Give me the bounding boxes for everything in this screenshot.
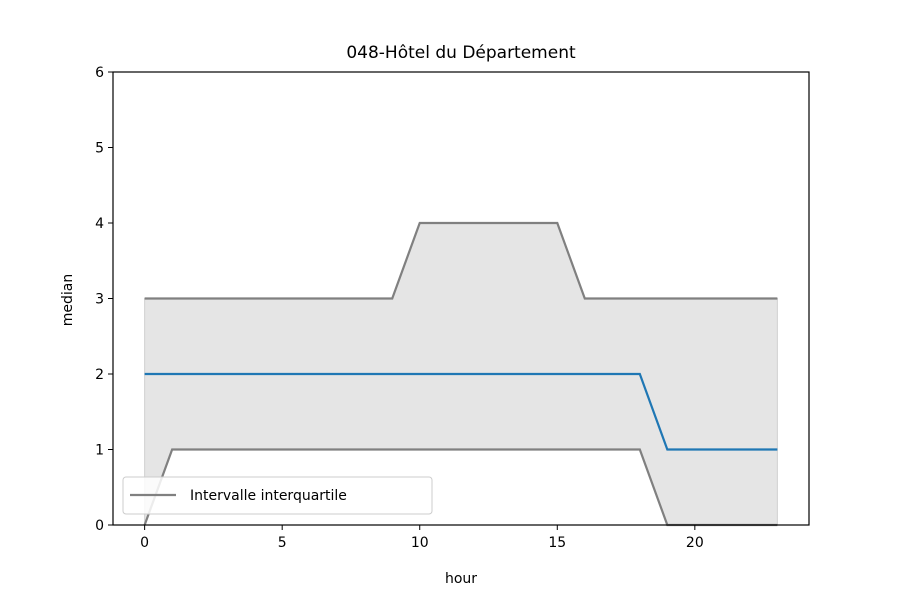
median-line	[144, 372, 778, 451]
x-tick-label: 0	[140, 535, 149, 551]
x-axis-label: hour	[445, 571, 477, 587]
y-tick-label: 0	[95, 518, 104, 534]
x-tick-label: 20	[686, 535, 704, 551]
y-tick-label: 4	[95, 216, 104, 232]
y-tick-label: 5	[95, 141, 104, 157]
q75-line	[144, 221, 778, 300]
x-tick-label: 10	[411, 535, 429, 551]
y-tick-label: 6	[95, 65, 104, 81]
legend-box	[122, 476, 433, 515]
x-tick-label: 5	[278, 535, 287, 551]
chart-title: 048-Hôtel du Département	[346, 43, 576, 63]
y-tick-label: 1	[95, 443, 104, 459]
y-tick-label: 3	[95, 292, 104, 308]
legend-label: Intervalle interquartile	[190, 488, 347, 504]
x-tick-label: 15	[548, 535, 566, 551]
y-tick-label: 2	[95, 367, 104, 383]
y-axis-label: median	[60, 274, 76, 326]
axes: 0 5 10 15 20 0 1 2 3 4 5 6	[95, 65, 810, 551]
legend: Intervalle interquartile	[122, 476, 433, 515]
